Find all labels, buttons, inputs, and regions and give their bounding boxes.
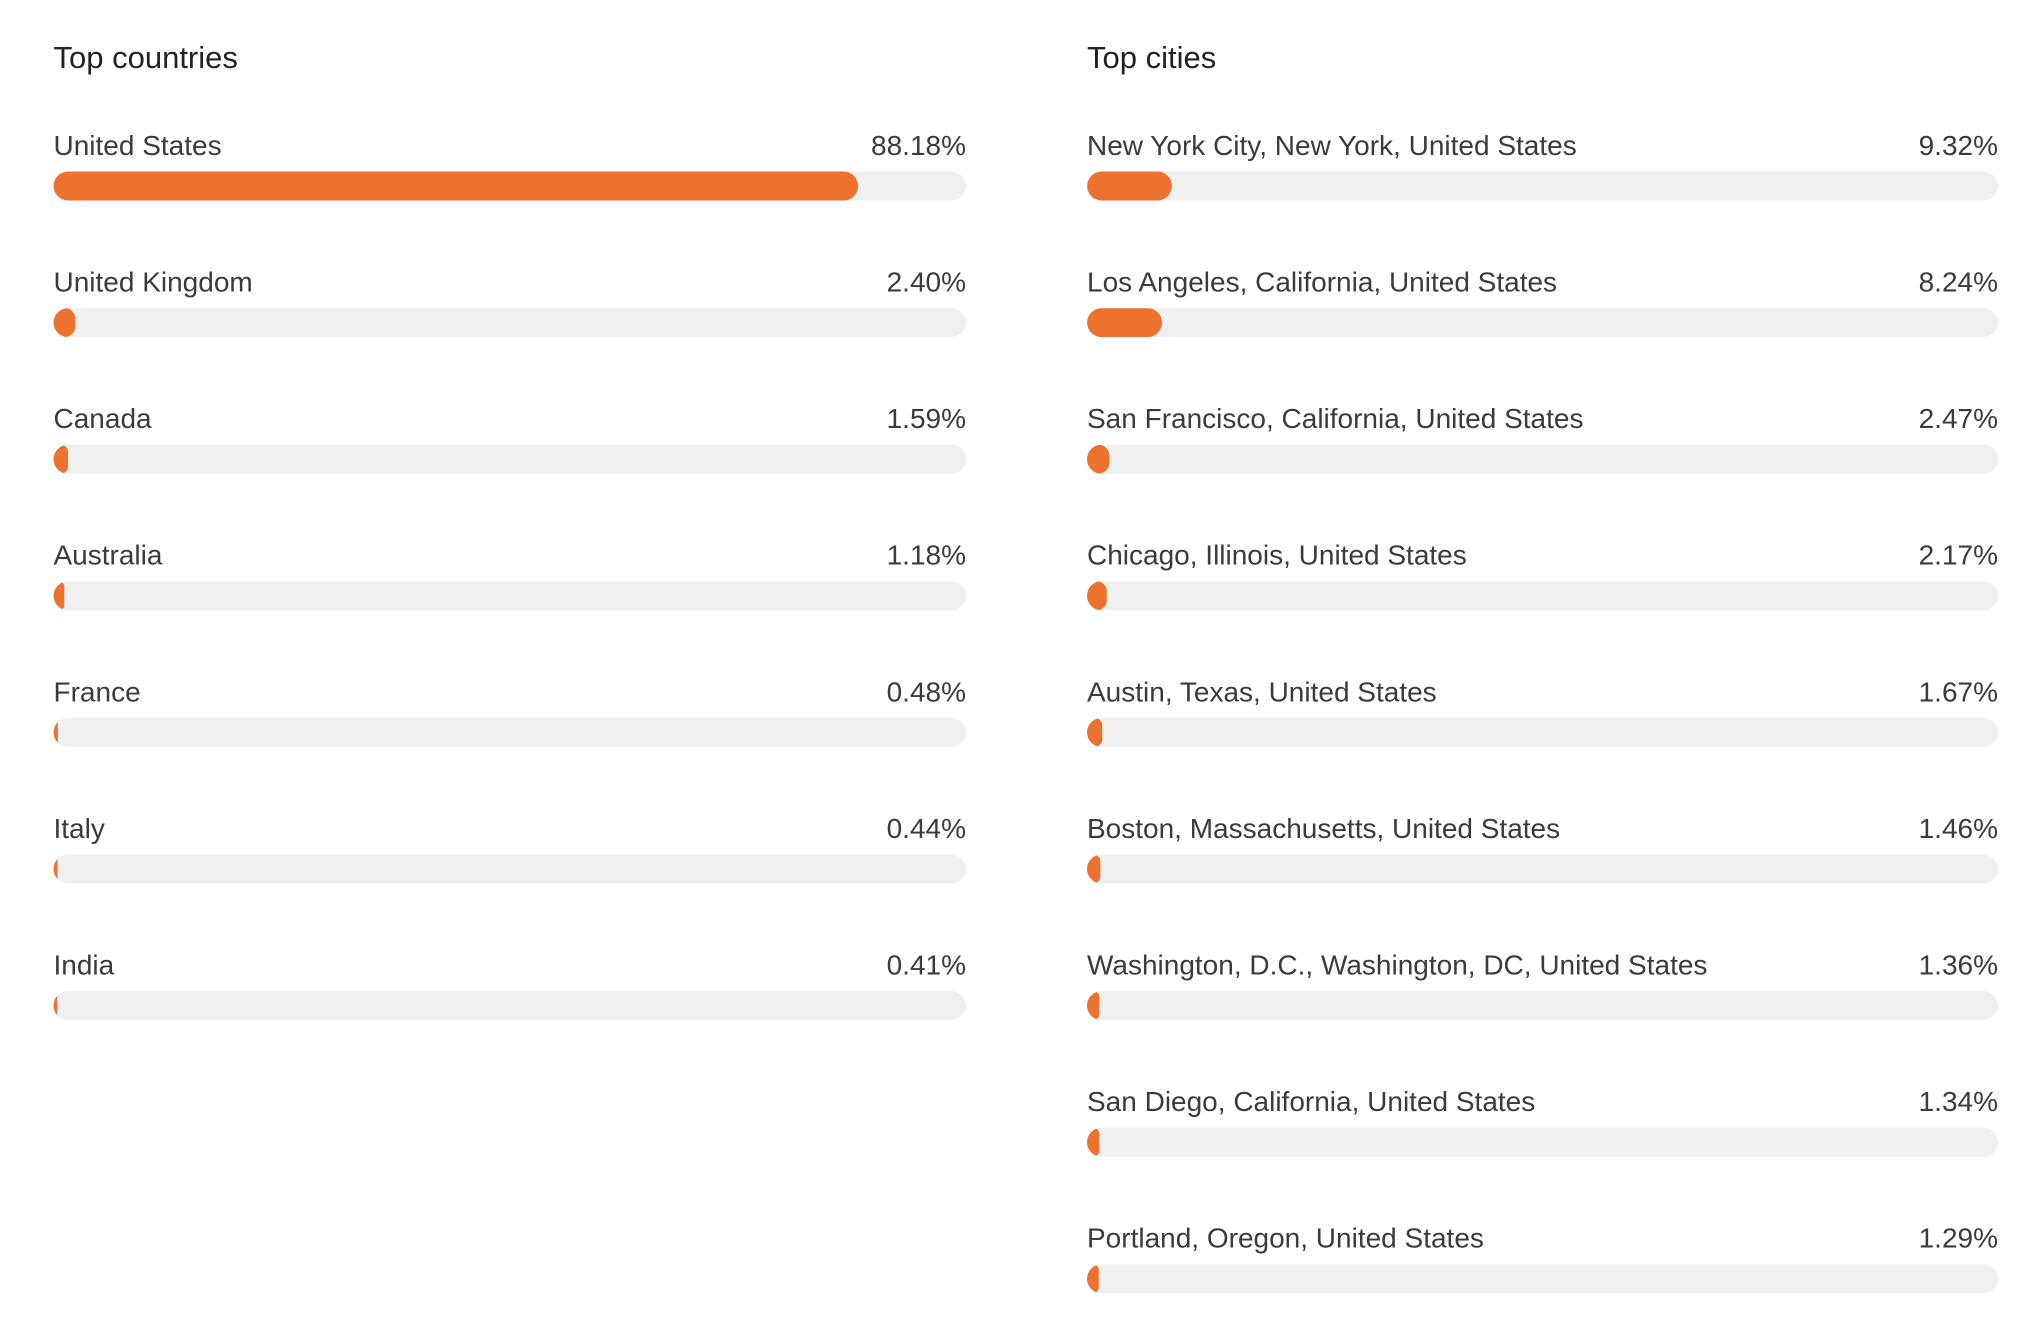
value-label: 8.24%: [1919, 266, 1998, 297]
row-label: San Diego, California, United States: [1087, 1086, 1535, 1117]
bar: [53, 854, 58, 884]
bar: [53, 991, 58, 1021]
bar-track: [1087, 581, 1998, 611]
row-label: San Francisco, California, United States: [1087, 403, 1583, 434]
row-label: Canada: [54, 403, 153, 434]
bar-track: [53, 308, 966, 338]
value-label: 0.41%: [887, 949, 966, 980]
row-label: Boston, Massachusetts, United States: [1087, 813, 1560, 844]
row-label: Chicago, Illinois, United States: [1087, 540, 1467, 571]
bar: [53, 171, 859, 201]
value-label: 88.18%: [871, 130, 966, 161]
value-label: 1.36%: [1919, 949, 1998, 980]
value-label: 2.17%: [1919, 540, 1998, 571]
value-label: 2.40%: [887, 266, 966, 297]
value-label: 9.32%: [1919, 130, 1998, 161]
row-label: France: [54, 676, 141, 707]
bar-track: [1087, 991, 1998, 1021]
chart-title: Top cities: [1087, 40, 1216, 75]
row-label: Portland, Oregon, United States: [1087, 1223, 1484, 1254]
bar: [1087, 991, 1100, 1021]
row-label: United Kingdom: [54, 266, 253, 297]
row-label: India: [54, 949, 115, 980]
bar: [1087, 1264, 1099, 1294]
bar-track: [53, 717, 966, 747]
bar: [53, 717, 58, 747]
bar-track: [53, 854, 966, 884]
bar: [1087, 444, 1110, 474]
bar-track: [1087, 171, 1998, 201]
value-label: 1.34%: [1919, 1086, 1998, 1117]
bar-track: [1087, 308, 1998, 338]
row-label: Washington, D.C., Washington, DC, United…: [1087, 949, 1707, 980]
bar: [1087, 171, 1172, 201]
row-label: Austin, Texas, United States: [1087, 676, 1437, 707]
bar: [1087, 308, 1163, 338]
value-label: 1.59%: [887, 403, 966, 434]
value-label: 1.67%: [1919, 676, 1998, 707]
value-label: 2.47%: [1919, 403, 1998, 434]
bar: [1087, 581, 1107, 611]
bar-track: [1087, 444, 1998, 474]
row-label: United States: [54, 130, 222, 161]
row-label: Italy: [54, 813, 105, 844]
bar-track: [1087, 717, 1998, 747]
bar: [1087, 717, 1103, 747]
bar: [53, 308, 76, 338]
bar: [53, 581, 65, 611]
bar: [1087, 1127, 1100, 1157]
value-label: 0.48%: [887, 676, 966, 707]
row-label: Australia: [54, 540, 163, 571]
row-label: Los Angeles, California, United States: [1087, 266, 1557, 297]
value-label: 0.44%: [887, 813, 966, 844]
bar-track: [53, 581, 966, 611]
bar-track: [1087, 1264, 1998, 1294]
bar-track: [53, 991, 966, 1021]
bar: [1087, 854, 1101, 884]
value-label: 1.46%: [1919, 813, 1998, 844]
row-label: New York City, New York, United States: [1087, 130, 1577, 161]
value-label: 1.18%: [887, 540, 966, 571]
value-label: 1.29%: [1919, 1223, 1998, 1254]
bar: [53, 444, 69, 474]
bar-track: [1087, 854, 1998, 884]
chart-title: Top countries: [54, 40, 238, 75]
bar-track: [53, 444, 966, 474]
bar-track: [1087, 1127, 1998, 1157]
